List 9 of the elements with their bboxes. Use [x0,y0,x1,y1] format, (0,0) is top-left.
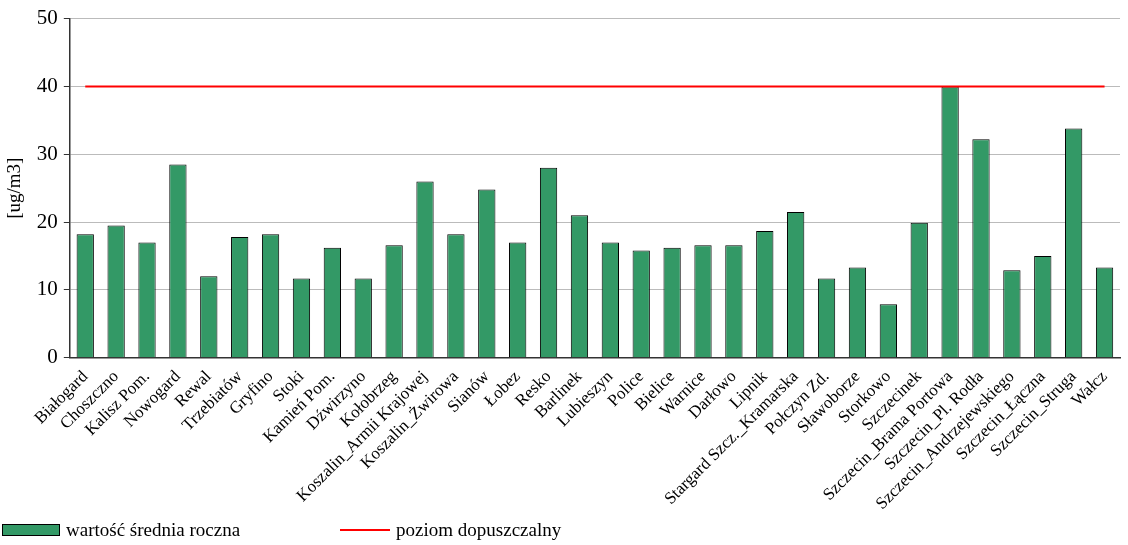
y-tick-label: 50 [36,5,58,30]
y-tick-label: 10 [36,276,58,301]
legend-label: wartość średnia roczna [66,519,241,541]
y-tick-label: 0 [47,344,58,369]
y-tick-label: 20 [36,208,58,233]
y-tick-label: 40 [36,72,58,97]
y-axis-title: [ug/m3] [3,157,25,219]
y-tick-label: 30 [36,140,58,165]
legend-label: poziom dopuszczalny [396,519,562,541]
